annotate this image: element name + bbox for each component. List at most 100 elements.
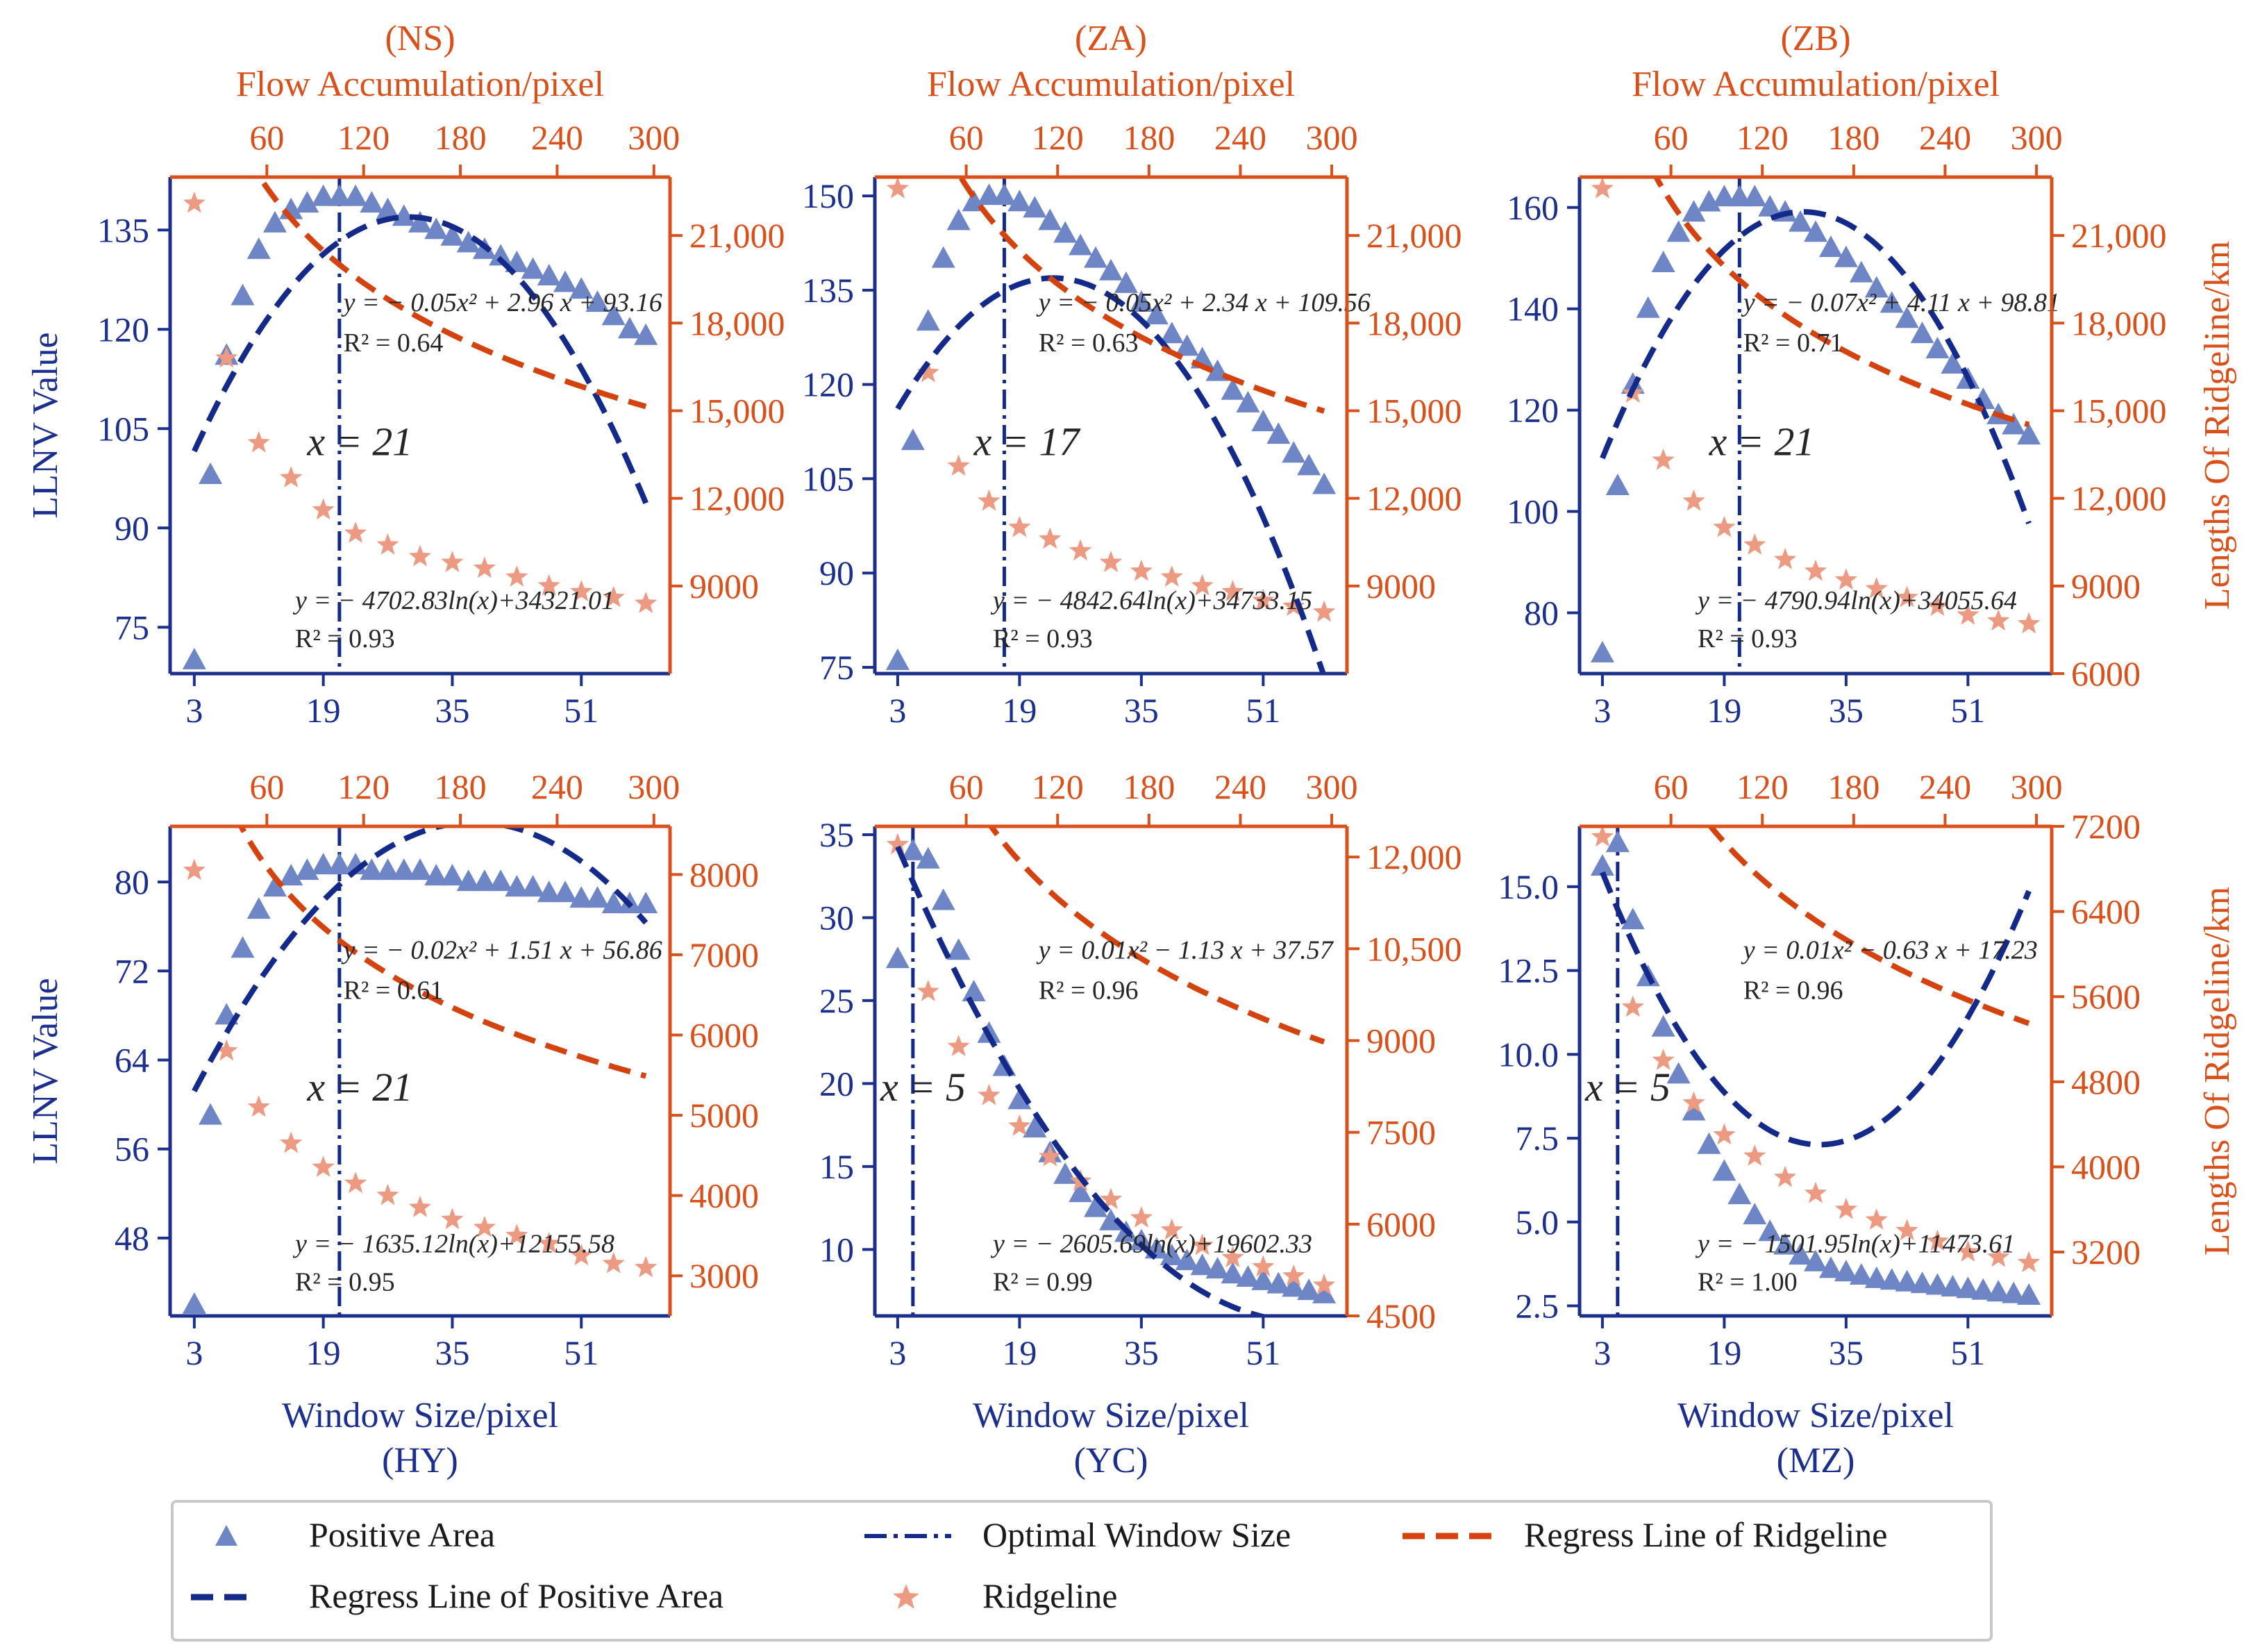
- ridgeline-point: [978, 489, 1001, 511]
- positive-area-point: [311, 184, 335, 206]
- positive-area-point: [1129, 1228, 1153, 1251]
- right-tick-label: 9000: [689, 567, 759, 606]
- positive-area-point: [1236, 390, 1260, 412]
- right-tick-label: 8000: [689, 855, 759, 894]
- ridgeline-point: [1865, 577, 1888, 599]
- positive-area-point: [1282, 1275, 1306, 1297]
- positive-area-point: [1636, 296, 1660, 318]
- top-tick-label: 240: [531, 118, 583, 157]
- ridgeline-point: [886, 176, 910, 199]
- right-tick-label: 12,000: [1366, 837, 1462, 876]
- positive-area-point: [617, 317, 642, 339]
- ridgeline-point: [344, 522, 367, 543]
- positive-area-point: [1266, 1271, 1291, 1294]
- left-tick-label: 72: [115, 951, 149, 990]
- positive-area-point: [1956, 1276, 1980, 1299]
- ridgeline-point: [886, 833, 910, 855]
- ridgeline-point: [1008, 1114, 1031, 1136]
- ridge-fit-r2: R² = 0.93: [1698, 624, 1798, 653]
- positive-area-point: [376, 858, 400, 881]
- ridgeline-point: [505, 565, 528, 587]
- bottom-tick-label: 51: [1950, 691, 1985, 730]
- left-tick-label: 20: [819, 1064, 854, 1103]
- ridgeline-point: [1713, 1123, 1736, 1145]
- panel-title: (YC): [1074, 1441, 1148, 1480]
- ridgeline-point: [1957, 1240, 1979, 1262]
- legend-regress-positive-label: Regress Line of Positive Area: [309, 1576, 723, 1615]
- right-tick-label: 9000: [1366, 567, 1436, 606]
- ridgeline-point: [1282, 1264, 1305, 1286]
- positive-fit-r2: R² = 0.61: [344, 976, 444, 1005]
- left-tick-label: 48: [115, 1219, 149, 1258]
- ridgeline-point: [1039, 1144, 1062, 1167]
- top-axis-label: Flow Accumulation/pixel: [1632, 65, 2000, 104]
- positive-area-point: [634, 892, 658, 914]
- positive-area-point: [585, 886, 610, 908]
- positive-fit-equation: y = − 0.07x² + 4.11 x + 98.81: [1741, 288, 2060, 317]
- ridgeline-point: [1652, 449, 1675, 470]
- top-tick-label: 240: [1214, 118, 1266, 157]
- right-tick-label: 15,000: [2071, 391, 2167, 430]
- positive-area-point: [1221, 1262, 1245, 1284]
- positive-area-point: [408, 210, 432, 233]
- optimal-window-label: x = 21: [306, 1065, 412, 1110]
- bottom-tick-label: 3: [889, 691, 906, 730]
- positive-area-point: [1129, 290, 1153, 312]
- positive-area-point: [1038, 208, 1062, 231]
- ridge-fit-r2: R² = 0.99: [993, 1267, 1093, 1296]
- left-axis-label: LLNV Value: [26, 978, 65, 1164]
- regress-line-ridgeline: [987, 826, 1325, 1045]
- right-tick-label: 9000: [1366, 1021, 1436, 1060]
- ridgeline-point: [1774, 548, 1797, 569]
- ridgeline-point: [247, 431, 270, 453]
- ridgeline-point: [1804, 1181, 1827, 1203]
- bottom-tick-label: 19: [1707, 691, 1741, 730]
- positive-area-point: [1651, 1015, 1675, 1037]
- bottom-tick-label: 19: [306, 691, 341, 730]
- positive-area-point: [585, 290, 610, 312]
- positive-area-point: [344, 184, 368, 206]
- positive-area-point: [553, 270, 578, 292]
- positive-area-point: [1971, 1278, 1995, 1300]
- left-tick-label: 105: [802, 459, 854, 498]
- ridgeline-point: [1282, 594, 1305, 616]
- ridgeline-point: [2017, 1251, 2041, 1273]
- positive-area-point: [977, 183, 1001, 206]
- ridgeline-point: [376, 1183, 399, 1205]
- positive-area-point: [1175, 334, 1199, 356]
- bottom-tick-label: 51: [564, 1333, 599, 1372]
- ridgeline-point: [441, 551, 464, 572]
- optimal-window-label: x = 17: [973, 419, 1081, 464]
- right-tick-label: 6000: [689, 1015, 759, 1054]
- positive-area-point: [962, 979, 986, 1001]
- ridgeline-point: [1191, 1233, 1214, 1255]
- legend-triangle-icon: [215, 1525, 237, 1546]
- positive-area-point: [1236, 1265, 1260, 1287]
- positive-area-point: [1205, 1257, 1230, 1279]
- ridgeline-point: [947, 454, 970, 476]
- bottom-tick-label: 51: [564, 691, 599, 730]
- top-tick-label: 240: [1919, 118, 1971, 157]
- panels-group: y = − 0.05x² + 2.96 x + 93.16 R² = 0.64 y …: [26, 19, 2237, 1480]
- top-tick-label: 120: [1736, 767, 1789, 806]
- positive-area-point: [1175, 1249, 1199, 1271]
- positive-area-point: [1849, 260, 1873, 283]
- ridgeline-point: [1895, 1219, 1918, 1241]
- left-tick-label: 105: [97, 409, 149, 448]
- top-tick-label: 120: [337, 767, 390, 806]
- positive-area-point: [1297, 453, 1321, 476]
- positive-area-point: [1160, 322, 1184, 344]
- positive-area-point: [1789, 210, 1813, 232]
- right-tick-label: 4500: [1366, 1296, 1436, 1335]
- ridgeline-point: [1191, 574, 1214, 596]
- positive-area-point: [537, 881, 561, 903]
- panel-title: (NS): [385, 19, 455, 58]
- positive-area-point: [246, 897, 271, 919]
- ridgeline-point: [1987, 609, 2010, 631]
- regress-line-positive-area: [1600, 871, 2032, 1148]
- positive-area-point: [885, 946, 910, 969]
- legend-optimal-window-label: Optimal Window Size: [982, 1515, 1291, 1554]
- left-tick-label: 10: [819, 1230, 854, 1269]
- positive-area-point: [1144, 303, 1169, 325]
- positive-fit-equation: y = − 0.02x² + 1.51 x + 56.86: [341, 935, 662, 965]
